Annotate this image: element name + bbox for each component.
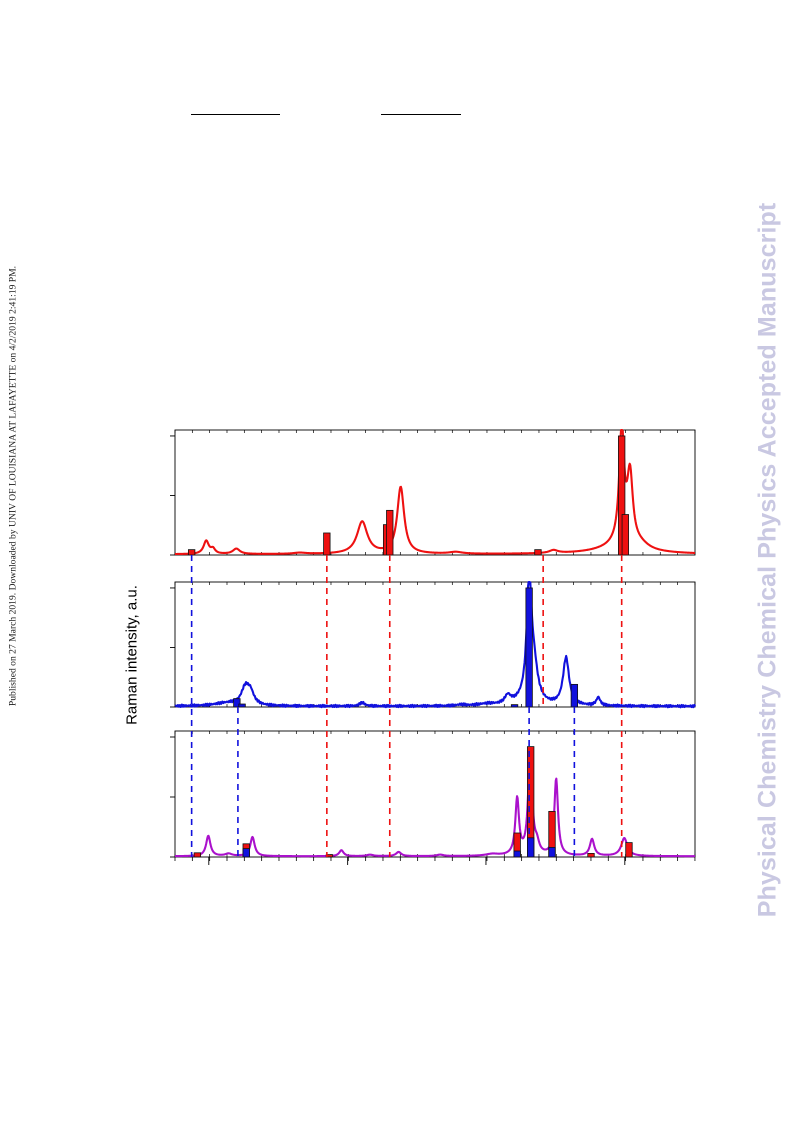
panel-2-spectrum-blue xyxy=(174,580,696,709)
panel-2-stick-5 xyxy=(570,683,579,708)
panel-3-stick-6 xyxy=(513,850,521,858)
panel-2-stick-4 xyxy=(525,587,533,708)
panel-1-stick-2 xyxy=(323,532,331,556)
header-rule-right xyxy=(381,114,461,115)
panel-3-stick-11 xyxy=(587,853,595,858)
panel-3-stick-1 xyxy=(193,852,202,858)
panel-3-stick-12 xyxy=(625,842,633,858)
panel-2-stick-1 xyxy=(233,698,241,708)
panel-1-stick-4 xyxy=(386,509,394,556)
header-rule-left xyxy=(191,114,280,115)
panel-2-stick-2 xyxy=(238,703,246,708)
panel-2-stick-3 xyxy=(510,704,519,708)
panel-2-frame xyxy=(174,581,696,708)
panel-3-stick-3 xyxy=(242,848,250,858)
panel-1-frame xyxy=(174,429,696,556)
panel-1-stick-1 xyxy=(187,549,196,556)
panel-3-stick-10 xyxy=(548,847,556,858)
panel-3-spectrum-purple xyxy=(174,746,696,858)
panel-3-stick-8 xyxy=(527,837,535,858)
panel-1-spectrum-red xyxy=(174,428,696,556)
panel-1-stick-7 xyxy=(621,514,629,556)
panel-1-stick-5 xyxy=(534,549,542,556)
